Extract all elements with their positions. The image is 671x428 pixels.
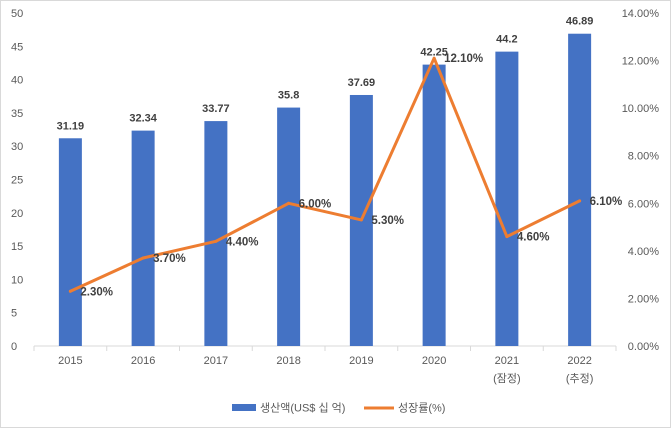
x-tick-label: 2017 xyxy=(204,355,228,367)
legend-label-bar: 생산액(US$ 십 억) xyxy=(260,402,345,415)
data-labels: 31.19 32.34 33.77 35.8 37.69 42.25 44.2 46.89 2.… xyxy=(57,16,623,299)
x-tick-label: 2016 xyxy=(131,355,155,367)
bar xyxy=(58,138,82,346)
y-right-tick-label: 6.00% xyxy=(628,198,659,210)
line-data-label: 6.10% xyxy=(590,196,623,208)
y-right-tick-label: 10.00% xyxy=(622,103,660,115)
bar xyxy=(131,130,155,346)
growth-point xyxy=(214,239,218,243)
growth-point xyxy=(287,201,291,205)
bar xyxy=(422,64,446,347)
line-data-label: 3.70% xyxy=(153,253,186,265)
bar-data-label: 42.25 xyxy=(420,47,448,59)
growth-point xyxy=(359,218,363,222)
y-left-tick-label: 25 xyxy=(11,175,23,187)
legend-swatch-bar xyxy=(232,404,256,411)
line-data-label: 2.30% xyxy=(80,286,113,298)
bar xyxy=(204,121,228,346)
y-right-tick-label: 14.00% xyxy=(622,8,660,20)
bar-data-label: 35.8 xyxy=(278,90,299,102)
bar-data-label: 33.77 xyxy=(202,103,230,115)
y-right-tick-label: 2.00% xyxy=(628,293,659,305)
x-tick-label: 2021 xyxy=(495,355,519,367)
growth-point xyxy=(505,235,509,239)
y-right-tick-label: 8.00% xyxy=(628,151,659,163)
x-tick-label: 2019 xyxy=(349,355,373,367)
x-tick-label: 2022 xyxy=(567,355,591,367)
legend-label-line: 성장률(%) xyxy=(398,402,445,415)
bar-data-label: 32.34 xyxy=(129,113,157,125)
legend: 생산액(US$ 십 억) 성장률(%) xyxy=(232,402,445,415)
bar-data-label: 31.19 xyxy=(57,120,85,132)
x-tick-sublabel: (추정) xyxy=(566,372,594,385)
y-left-tick-label: 50 xyxy=(11,8,23,20)
axes: 0 5 10 15 20 25 30 35 40 45 50 0.00% 2.00% 4.00% 6.00%… xyxy=(11,8,659,385)
line-data-label: 12.10% xyxy=(444,53,483,65)
bar-data-label: 46.89 xyxy=(566,16,594,28)
bar xyxy=(495,51,519,347)
growth-point xyxy=(578,199,582,203)
x-tick-sublabel: (잠정) xyxy=(493,372,521,385)
y-left-tick-label: 0 xyxy=(11,341,17,353)
y-left-tick-label: 15 xyxy=(11,241,23,253)
line-data-label: 5.30% xyxy=(371,215,404,227)
y-left-tick-label: 30 xyxy=(11,141,23,153)
growth-point xyxy=(141,256,145,260)
bar-series xyxy=(58,33,592,347)
y-left-tick-label: 5 xyxy=(11,308,17,320)
y-left-tick-label: 20 xyxy=(11,208,23,220)
bar xyxy=(277,107,301,347)
y-right-tick-label: 12.00% xyxy=(622,56,660,68)
y-left-tick-label: 10 xyxy=(11,274,23,286)
growth-line xyxy=(68,56,582,293)
growth-point xyxy=(432,56,436,60)
bar-data-label: 37.69 xyxy=(348,77,376,89)
line-data-label: 4.60% xyxy=(517,232,550,244)
x-tick-label: 2018 xyxy=(276,355,300,367)
y-left-tick-label: 45 xyxy=(11,41,23,53)
growth-point xyxy=(68,289,72,293)
x-tick-label: 2015 xyxy=(58,355,82,367)
line-data-label: 6.00% xyxy=(299,198,332,210)
y-left-tick-label: 35 xyxy=(11,108,23,120)
y-left-tick-label: 40 xyxy=(11,75,23,87)
line-series xyxy=(68,56,582,293)
y-right-tick-label: 0.00% xyxy=(628,341,659,353)
line-data-label: 4.40% xyxy=(226,236,259,248)
bar-data-label: 44.2 xyxy=(496,34,517,46)
x-tick-label: 2020 xyxy=(422,355,446,367)
y-right-tick-label: 4.00% xyxy=(628,246,659,258)
bar xyxy=(568,33,592,347)
